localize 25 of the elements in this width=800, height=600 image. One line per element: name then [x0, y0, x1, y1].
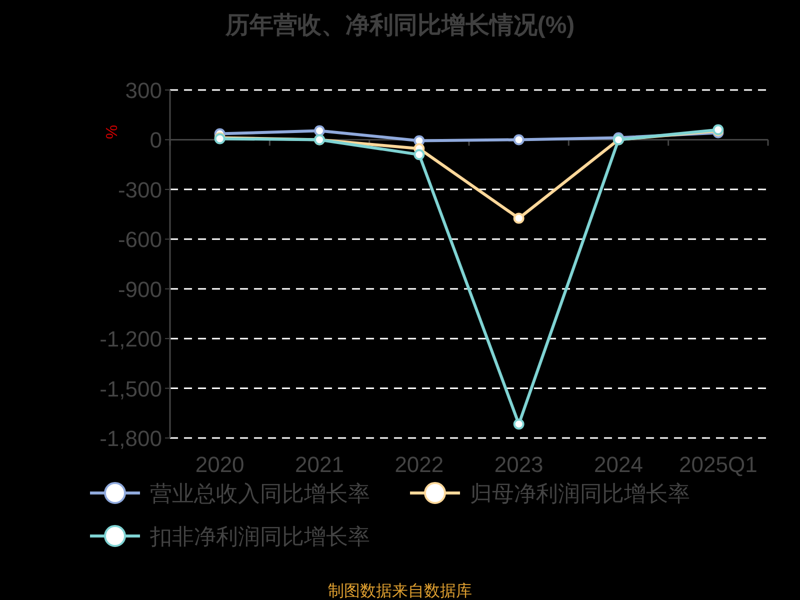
x-tick-label: 2022 — [394, 452, 444, 477]
point — [513, 134, 524, 146]
x-tick-label: 2023 — [494, 452, 544, 477]
y-axis-title: % — [102, 124, 119, 140]
y-tick-label: -1,800 — [100, 426, 162, 451]
y-tick-label: -900 — [118, 276, 162, 302]
point — [314, 125, 325, 136]
y-tick-label: -1,500 — [100, 376, 162, 402]
chart-title: 历年营收、净利同比增长情况(%) — [224, 12, 575, 39]
y-tick-label: -300 — [118, 177, 162, 202]
y-tick-label: -600 — [118, 227, 162, 252]
legend-label: 营业总收入同比增长率 — [150, 481, 370, 506]
x-tick-label: 2021 — [295, 452, 344, 477]
y-tick-label: -1,200 — [100, 326, 162, 352]
x-tick-label: 2024 — [594, 452, 643, 477]
y-tick-label: 300 — [125, 78, 162, 103]
legend-label: 扣非净利润同比增长率 — [149, 524, 370, 549]
text: 制图数据来自数据库 — [328, 582, 472, 600]
x-tick-label: 2020 — [195, 452, 244, 477]
point — [513, 212, 524, 224]
point — [513, 418, 524, 430]
y-tick-label: 0 — [150, 128, 162, 153]
point — [414, 149, 425, 160]
legend-label: 归母净利润同比增长率 — [470, 481, 690, 506]
x-tick-label: 2025Q1 — [679, 452, 758, 477]
